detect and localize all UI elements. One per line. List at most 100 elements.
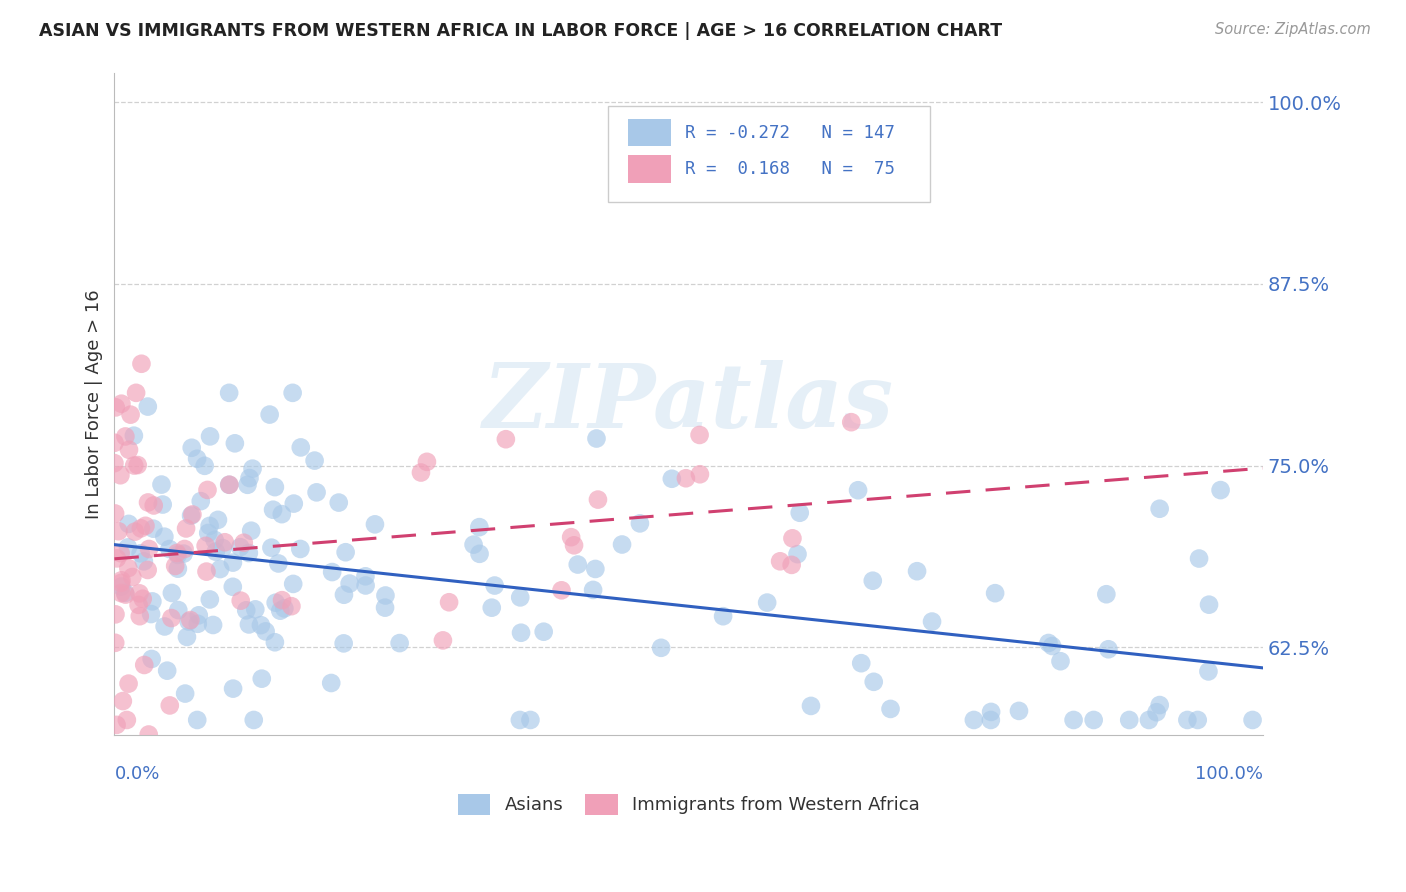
Point — [1188, 551, 1211, 566]
Point — [132, 554, 155, 568]
Point — [661, 472, 683, 486]
Point — [180, 508, 202, 523]
Point — [468, 520, 491, 534]
Point — [141, 594, 163, 608]
Point — [560, 530, 582, 544]
Point — [468, 547, 491, 561]
Point — [260, 541, 283, 555]
Point — [139, 607, 162, 621]
Point — [1049, 654, 1071, 668]
Point — [104, 636, 127, 650]
Point — [463, 538, 485, 552]
Point — [290, 441, 312, 455]
Point — [586, 492, 609, 507]
Point — [122, 428, 145, 442]
Point — [125, 385, 148, 400]
Point — [152, 498, 174, 512]
Point — [1038, 636, 1060, 650]
Point — [167, 562, 190, 576]
Point — [921, 615, 943, 629]
Point — [110, 574, 132, 588]
Bar — [628, 155, 672, 183]
Point — [114, 586, 136, 600]
Point — [127, 458, 149, 472]
Point — [103, 435, 125, 450]
Point — [980, 713, 1002, 727]
Point — [905, 564, 928, 578]
Point — [167, 603, 190, 617]
Text: 0.0%: 0.0% — [114, 765, 160, 783]
Point — [271, 593, 294, 607]
Point — [207, 513, 229, 527]
Point — [509, 713, 531, 727]
Point — [388, 636, 411, 650]
Point — [304, 453, 326, 467]
Point — [280, 599, 302, 614]
Point — [204, 544, 226, 558]
Point — [264, 480, 287, 494]
Point — [332, 636, 354, 650]
Point — [1095, 587, 1118, 601]
Point — [124, 524, 146, 539]
Point — [160, 586, 183, 600]
Point — [675, 471, 697, 485]
Point — [166, 546, 188, 560]
Point — [290, 541, 312, 556]
Point — [238, 471, 260, 485]
Point — [628, 516, 651, 531]
Point — [129, 521, 152, 535]
Point — [980, 705, 1002, 719]
Point — [242, 713, 264, 727]
Point — [236, 478, 259, 492]
Point — [120, 408, 142, 422]
Point — [173, 541, 195, 556]
Point — [194, 458, 217, 473]
Point — [197, 525, 219, 540]
Point — [198, 429, 221, 443]
Point — [1083, 713, 1105, 727]
Legend: Asians, Immigrants from Western Africa: Asians, Immigrants from Western Africa — [450, 787, 927, 822]
Point — [110, 546, 132, 560]
Point — [1241, 713, 1264, 727]
Point — [136, 400, 159, 414]
Point — [1198, 598, 1220, 612]
Bar — [628, 119, 672, 146]
Point — [141, 652, 163, 666]
Point — [115, 713, 138, 727]
Point — [117, 561, 139, 575]
Point — [259, 408, 281, 422]
Point — [224, 436, 246, 450]
Point — [495, 432, 517, 446]
Point — [128, 609, 150, 624]
Point — [409, 466, 432, 480]
Point — [187, 608, 209, 623]
Point — [204, 533, 226, 547]
Point — [689, 428, 711, 442]
Point — [1097, 642, 1119, 657]
Point — [142, 499, 165, 513]
Point — [432, 633, 454, 648]
Point — [273, 601, 295, 615]
Point — [186, 451, 208, 466]
Point — [117, 676, 139, 690]
Point — [198, 592, 221, 607]
Point — [963, 713, 986, 727]
Point — [103, 456, 125, 470]
Point — [782, 532, 804, 546]
Point — [150, 477, 173, 491]
Text: 100.0%: 100.0% — [1195, 765, 1263, 783]
Point — [264, 635, 287, 649]
Point — [222, 556, 245, 570]
Point — [180, 441, 202, 455]
Point — [153, 619, 176, 633]
Point — [689, 467, 711, 482]
Text: R =  0.168   N =  75: R = 0.168 N = 75 — [685, 160, 896, 178]
Point — [481, 600, 503, 615]
Point — [181, 508, 204, 522]
Point — [138, 727, 160, 741]
Point — [197, 483, 219, 497]
Point — [104, 401, 127, 415]
Point — [176, 630, 198, 644]
Point — [218, 477, 240, 491]
Point — [165, 558, 187, 573]
